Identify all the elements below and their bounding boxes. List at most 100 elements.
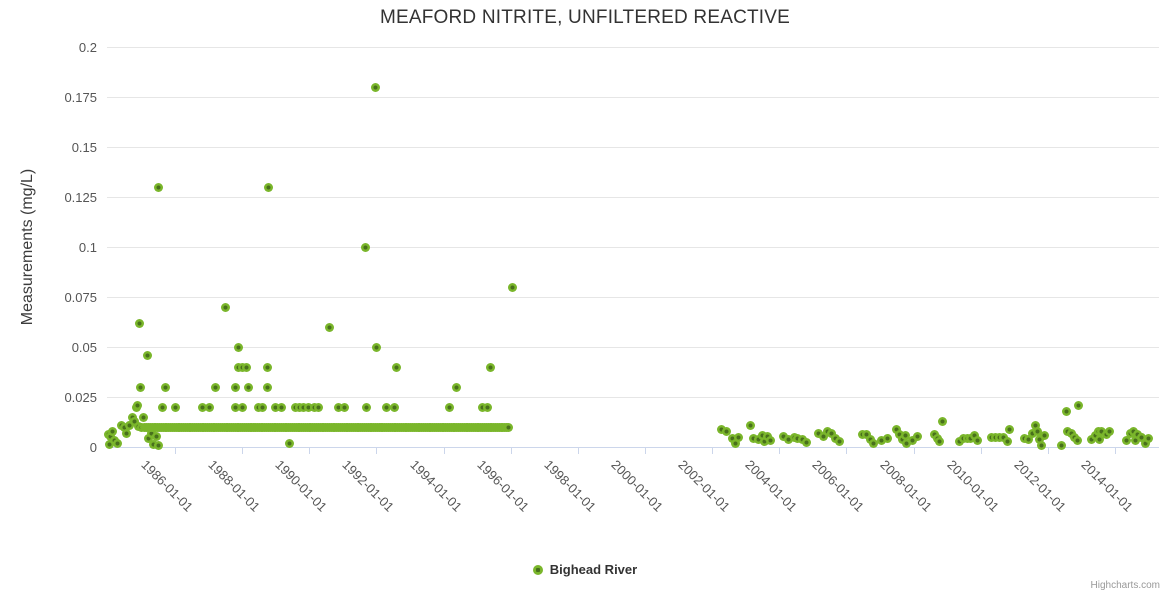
data-point[interactable] — [105, 439, 115, 449]
data-point[interactable] — [727, 433, 737, 443]
data-point[interactable] — [1086, 434, 1096, 444]
data-point[interactable] — [731, 438, 741, 448]
data-point[interactable] — [161, 382, 171, 392]
data-point[interactable] — [277, 402, 287, 412]
data-point[interactable] — [263, 382, 273, 392]
data-point[interactable] — [1004, 424, 1014, 434]
data-point[interactable] — [1072, 435, 1082, 445]
data-point[interactable] — [324, 322, 334, 332]
data-point[interactable] — [717, 424, 727, 434]
data-point[interactable] — [361, 242, 371, 252]
data-point[interactable] — [242, 362, 252, 372]
data-point[interactable] — [382, 402, 392, 412]
data-point[interactable] — [937, 416, 947, 426]
data-point[interactable] — [142, 350, 152, 360]
data-point[interactable] — [748, 433, 758, 443]
data-point[interactable] — [452, 382, 462, 392]
data-point[interactable] — [913, 431, 923, 441]
data-point[interactable] — [784, 434, 794, 444]
data-point[interactable] — [835, 436, 845, 446]
credits-link[interactable]: Highcharts.com — [1090, 580, 1160, 591]
data-point[interactable] — [862, 429, 872, 439]
legend[interactable]: Bighead River — [0, 562, 1170, 577]
data-point[interactable] — [390, 402, 400, 412]
data-point[interactable] — [198, 402, 208, 412]
data-point[interactable] — [134, 318, 144, 328]
data-point[interactable] — [132, 400, 142, 410]
data-point[interactable] — [313, 402, 323, 412]
data-point[interactable] — [482, 402, 492, 412]
data-point[interactable] — [908, 435, 918, 445]
data-point[interactable] — [1034, 434, 1044, 444]
data-point[interactable] — [766, 435, 776, 445]
data-point[interactable] — [1032, 426, 1042, 436]
data-point[interactable] — [1122, 435, 1132, 445]
data-point[interactable] — [371, 342, 381, 352]
data-point[interactable] — [170, 402, 180, 412]
data-point[interactable] — [793, 433, 803, 443]
data-point[interactable] — [113, 438, 123, 448]
data-point[interactable] — [138, 412, 148, 422]
data-point[interactable] — [237, 402, 247, 412]
data-point[interactable] — [147, 428, 156, 438]
data-point[interactable] — [504, 422, 514, 432]
data-point[interactable] — [1056, 440, 1066, 450]
data-point[interactable] — [105, 431, 115, 441]
data-point[interactable] — [1144, 433, 1154, 443]
data-point[interactable] — [153, 182, 163, 192]
data-point[interactable] — [271, 402, 281, 412]
data-point[interactable] — [819, 431, 829, 441]
data-point[interactable] — [972, 435, 982, 445]
data-point[interactable] — [362, 402, 372, 412]
data-point[interactable] — [284, 438, 294, 448]
data-point[interactable] — [264, 182, 274, 192]
data-point[interactable] — [477, 402, 487, 412]
data-point[interactable] — [827, 428, 837, 438]
data-point[interactable] — [1095, 434, 1105, 444]
data-point[interactable] — [205, 402, 215, 412]
data-point[interactable] — [722, 426, 732, 436]
data-point[interactable] — [1097, 426, 1107, 436]
data-point[interactable] — [894, 429, 904, 439]
data-point[interactable] — [130, 416, 140, 426]
data-point[interactable] — [900, 430, 910, 440]
data-point[interactable] — [753, 434, 763, 444]
data-point[interactable] — [1023, 434, 1033, 444]
data-point[interactable] — [1105, 426, 1115, 436]
data-point[interactable] — [108, 426, 118, 436]
data-point[interactable] — [757, 430, 767, 440]
data-point[interactable] — [745, 420, 755, 430]
data-point[interactable] — [371, 82, 381, 92]
data-point[interactable] — [121, 428, 131, 438]
data-point[interactable] — [244, 382, 254, 392]
data-point[interactable] — [891, 424, 901, 434]
data-point[interactable] — [935, 436, 945, 446]
data-point[interactable] — [153, 440, 163, 450]
data-point[interactable] — [1027, 428, 1037, 438]
data-point[interactable] — [237, 362, 247, 372]
data-point[interactable] — [869, 438, 879, 448]
data-point[interactable] — [334, 402, 344, 412]
data-point[interactable] — [999, 432, 1008, 442]
data-point[interactable] — [1030, 420, 1040, 430]
data-point[interactable] — [1140, 438, 1150, 448]
data-point[interactable] — [392, 362, 402, 372]
data-point[interactable] — [1036, 440, 1046, 450]
data-point[interactable] — [734, 432, 744, 442]
data-point[interactable] — [148, 439, 158, 449]
data-point[interactable] — [901, 438, 911, 448]
data-point[interactable] — [814, 428, 824, 438]
data-point[interactable] — [1131, 435, 1141, 445]
data-point[interactable] — [508, 282, 518, 292]
data-point[interactable] — [969, 430, 979, 440]
data-point[interactable] — [303, 402, 313, 412]
data-point[interactable] — [1039, 430, 1049, 440]
data-point[interactable] — [230, 402, 240, 412]
data-point[interactable] — [445, 402, 455, 412]
data-point[interactable] — [158, 402, 168, 412]
data-point[interactable] — [802, 437, 812, 447]
data-point[interactable] — [230, 382, 240, 392]
data-point[interactable] — [486, 362, 496, 372]
data-point[interactable] — [779, 431, 789, 441]
data-point[interactable] — [1061, 406, 1071, 416]
